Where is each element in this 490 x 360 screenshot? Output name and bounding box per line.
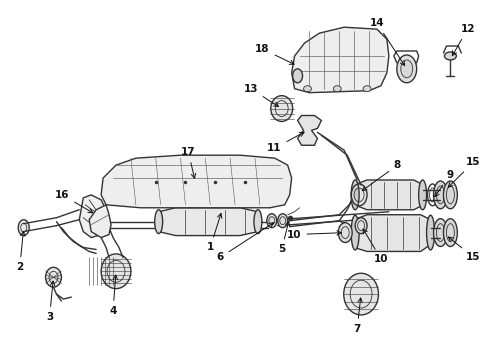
Text: 15: 15 [448,237,481,262]
Ellipse shape [418,180,427,210]
Ellipse shape [101,254,131,289]
Polygon shape [101,155,292,208]
Ellipse shape [351,180,359,210]
Polygon shape [297,116,321,145]
Text: 7: 7 [353,298,363,334]
Text: 17: 17 [181,147,196,178]
Ellipse shape [303,86,312,92]
Ellipse shape [434,219,447,247]
Text: 9: 9 [435,170,454,197]
Polygon shape [351,215,434,251]
Text: 1: 1 [207,213,222,252]
Ellipse shape [355,218,367,234]
Ellipse shape [363,86,371,92]
Ellipse shape [46,267,61,287]
Ellipse shape [293,69,302,83]
Text: 10: 10 [287,230,342,239]
Ellipse shape [434,181,447,209]
Ellipse shape [343,273,378,315]
Text: 12: 12 [452,24,475,55]
Polygon shape [352,180,427,210]
Ellipse shape [351,215,359,250]
Text: 5: 5 [278,221,290,255]
Text: 13: 13 [244,84,278,107]
Text: 6: 6 [217,223,273,262]
Text: 15: 15 [448,157,481,187]
Text: 3: 3 [46,281,55,322]
Text: 2: 2 [16,231,25,272]
Ellipse shape [443,181,457,209]
Ellipse shape [254,210,262,234]
Ellipse shape [333,86,341,92]
Ellipse shape [278,214,288,228]
Ellipse shape [401,60,413,78]
Ellipse shape [18,220,29,235]
Text: 14: 14 [369,18,405,66]
Ellipse shape [397,55,416,83]
Ellipse shape [443,219,457,247]
Polygon shape [156,208,262,235]
Polygon shape [292,27,389,93]
Ellipse shape [267,214,277,228]
Ellipse shape [155,210,163,234]
Ellipse shape [444,52,456,60]
Ellipse shape [338,223,352,243]
Ellipse shape [271,96,293,121]
Text: 4: 4 [109,275,118,316]
Text: 8: 8 [362,160,401,191]
Ellipse shape [427,215,435,250]
Polygon shape [79,195,109,238]
Text: 18: 18 [255,44,294,64]
Text: 10: 10 [363,229,389,264]
Text: 11: 11 [267,132,304,153]
Polygon shape [89,205,111,238]
Text: 16: 16 [55,190,93,213]
